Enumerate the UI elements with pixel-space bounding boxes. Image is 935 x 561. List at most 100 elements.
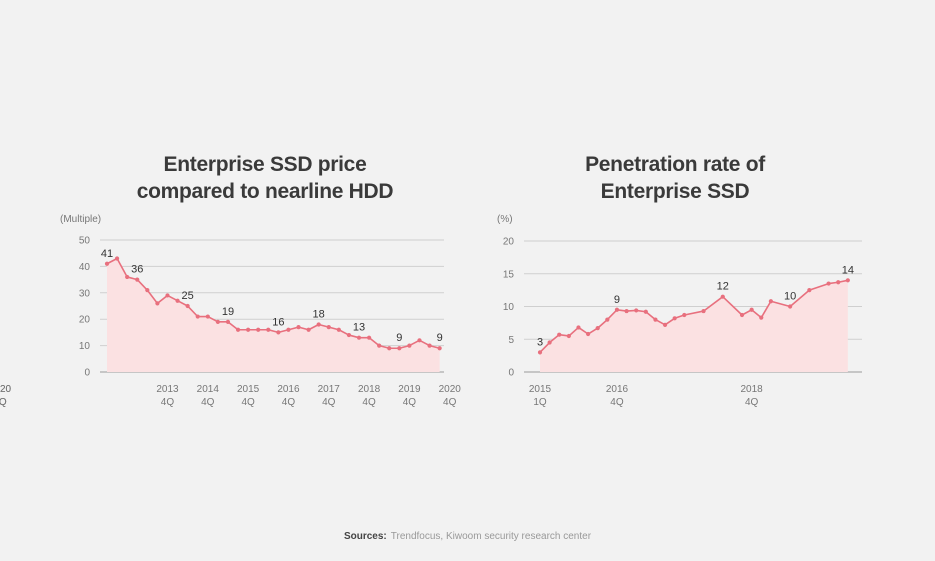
y-tick-label: 10 bbox=[503, 302, 515, 313]
y-tick-label: 30 bbox=[79, 288, 91, 299]
data-point bbox=[417, 338, 422, 343]
data-label: 9 bbox=[437, 332, 443, 344]
data-label: 16 bbox=[272, 316, 284, 328]
x-tick-label-year: 2017 bbox=[318, 384, 341, 395]
data-label: 9 bbox=[396, 332, 402, 344]
data-point bbox=[114, 256, 120, 261]
data-point bbox=[845, 278, 850, 283]
y-axis-unit-label: (%) bbox=[497, 214, 513, 225]
data-point bbox=[326, 325, 331, 330]
data-point bbox=[125, 274, 130, 280]
data-point bbox=[720, 294, 725, 299]
data-point bbox=[836, 280, 841, 285]
y-tick-label: 50 bbox=[79, 236, 91, 247]
data-point bbox=[643, 309, 648, 314]
x-tick-label-year: 2013 bbox=[156, 384, 179, 395]
data-point bbox=[624, 308, 629, 314]
data-point bbox=[336, 327, 341, 332]
data-point bbox=[215, 319, 220, 324]
data-point bbox=[346, 332, 352, 338]
x-tick-label-year: 2016 bbox=[606, 384, 629, 395]
data-label: 36 bbox=[131, 264, 143, 276]
data-point bbox=[701, 308, 706, 314]
x-tick-label-year: 2018 bbox=[741, 384, 764, 395]
source-label: Sources: bbox=[343, 531, 387, 542]
data-point bbox=[387, 346, 392, 351]
x-tick-label-year: 2014 bbox=[197, 384, 220, 395]
x-tick-label-year: 2016 bbox=[277, 384, 300, 395]
data-point bbox=[316, 322, 321, 327]
y-tick-label: 10 bbox=[79, 341, 91, 352]
data-point bbox=[768, 299, 773, 304]
x-tick-label-quarter: 4Q bbox=[201, 397, 215, 408]
data-point bbox=[547, 340, 552, 345]
x-tick-label-year: 2015 bbox=[237, 384, 260, 395]
data-point bbox=[749, 307, 754, 312]
data-point bbox=[165, 293, 170, 298]
data-point bbox=[366, 335, 372, 340]
chart-title-ssd-price: Enterprise SSD price compared to nearlin… bbox=[136, 153, 394, 203]
series-area bbox=[107, 258, 440, 372]
data-label: 3 bbox=[537, 336, 543, 348]
data-point bbox=[576, 325, 581, 330]
x-tick-label-quarter: 4Q bbox=[282, 397, 296, 408]
x-tick-label-quarter: 4Q bbox=[362, 397, 376, 408]
data-point bbox=[175, 298, 180, 303]
x-tick-label-quarter: 4Q bbox=[0, 397, 7, 408]
x-tick-label-year: 2015 bbox=[529, 384, 552, 395]
y-tick-label: 15 bbox=[503, 269, 515, 280]
data-label: 13 bbox=[353, 322, 365, 334]
y-tick-label: 0 bbox=[84, 368, 90, 379]
x-tick-label-year: 2020 bbox=[0, 384, 12, 395]
data-point bbox=[595, 326, 600, 331]
data-label: 12 bbox=[717, 281, 729, 293]
y-tick-label: 40 bbox=[79, 262, 91, 273]
data-point bbox=[286, 327, 291, 332]
chart-title-penetration-rate: Penetration rate of Enterprise SSD bbox=[585, 153, 765, 203]
data-point bbox=[672, 316, 677, 321]
data-point bbox=[185, 303, 190, 309]
data-point bbox=[437, 346, 442, 351]
x-tick-label-quarter: 4Q bbox=[161, 397, 175, 408]
series-area bbox=[540, 280, 848, 372]
data-point bbox=[605, 317, 610, 322]
data-point bbox=[235, 327, 241, 332]
data-point bbox=[662, 322, 668, 327]
data-point bbox=[296, 325, 301, 330]
source-note: Sources: Trendfocus, Kiwoom security rese… bbox=[0, 531, 935, 542]
data-point bbox=[195, 314, 200, 319]
data-point bbox=[104, 261, 110, 266]
data-point bbox=[557, 332, 562, 337]
data-point bbox=[788, 304, 793, 309]
data-point bbox=[397, 346, 402, 351]
y-tick-label: 5 bbox=[508, 335, 514, 346]
data-point bbox=[377, 343, 382, 348]
data-point bbox=[537, 350, 543, 355]
x-tick-label-quarter: 1Q bbox=[533, 397, 547, 408]
y-axis-unit-label: (Multiple) bbox=[60, 214, 101, 225]
x-tick-label-quarter: 4Q bbox=[443, 397, 457, 408]
x-tick-label-year: 2020 bbox=[0, 384, 12, 395]
data-point bbox=[566, 333, 571, 339]
x-tick-label-year: 2018 bbox=[358, 384, 381, 395]
data-point bbox=[586, 331, 591, 337]
x-tick-label-year: 2019 bbox=[398, 384, 421, 395]
y-tick-label: 20 bbox=[503, 237, 515, 248]
data-point bbox=[225, 319, 231, 324]
data-point bbox=[807, 288, 812, 293]
x-tick-label-quarter: 4Q bbox=[403, 397, 417, 408]
data-point bbox=[246, 327, 251, 332]
y-tick-label: 20 bbox=[79, 315, 91, 326]
data-point bbox=[826, 281, 831, 286]
source-text: Trendfocus, Kiwoom security research cen… bbox=[390, 531, 592, 542]
data-point bbox=[614, 307, 620, 312]
x-tick-label-quarter: 1Q bbox=[0, 397, 7, 408]
data-label: 19 bbox=[222, 306, 234, 318]
data-label: 41 bbox=[101, 248, 113, 260]
data-point bbox=[653, 317, 658, 322]
data-label: 9 bbox=[614, 294, 620, 306]
data-point bbox=[256, 327, 261, 332]
data-point bbox=[634, 308, 639, 313]
